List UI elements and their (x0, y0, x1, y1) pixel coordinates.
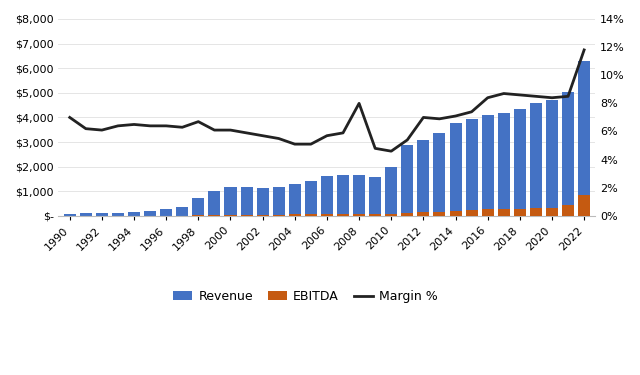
Bar (128, 212, 140, 216)
Bar (417, 140, 429, 216)
Bar (433, 211, 445, 216)
Bar (449, 123, 461, 216)
Bar (273, 187, 285, 216)
Margin % (291, 142, 299, 146)
Bar (337, 175, 349, 216)
Bar (225, 214, 237, 216)
Bar (530, 209, 542, 216)
Bar (321, 177, 333, 216)
Bar (160, 209, 172, 216)
Bar (305, 181, 317, 216)
Margin % (452, 114, 460, 118)
Margin % (580, 48, 588, 52)
Bar (514, 109, 526, 216)
Bar (465, 118, 477, 216)
Bar (176, 207, 188, 216)
Bar (209, 214, 220, 216)
Bar (449, 211, 461, 216)
Bar (289, 214, 301, 216)
Bar (546, 208, 558, 216)
Bar (369, 214, 381, 216)
Bar (562, 92, 574, 216)
Margin % (548, 96, 556, 100)
Bar (482, 115, 493, 216)
Margin % (130, 122, 138, 127)
Margin % (420, 115, 428, 120)
Bar (498, 113, 510, 216)
Bar (337, 213, 349, 216)
Bar (225, 187, 237, 216)
Bar (385, 167, 397, 216)
Margin % (484, 96, 492, 100)
Bar (530, 103, 542, 216)
Margin % (227, 128, 234, 132)
Bar (96, 213, 108, 216)
Bar (192, 215, 204, 216)
Bar (144, 210, 156, 216)
Margin % (532, 94, 540, 99)
Bar (257, 214, 269, 216)
Bar (64, 213, 76, 216)
Bar (578, 195, 590, 216)
Bar (192, 198, 204, 216)
Margin % (275, 136, 282, 141)
Bar (401, 213, 413, 216)
Bar (433, 133, 445, 216)
Bar (369, 177, 381, 216)
Margin % (564, 94, 572, 99)
Margin % (307, 142, 315, 146)
Margin % (66, 115, 74, 120)
Margin % (179, 125, 186, 129)
Margin % (163, 124, 170, 128)
Bar (80, 213, 92, 216)
Bar (578, 61, 590, 216)
Margin % (436, 117, 444, 121)
Bar (257, 188, 269, 216)
Margin % (500, 91, 508, 96)
Margin % (114, 124, 122, 128)
Margin % (98, 128, 106, 132)
Legend: Revenue, EBITDA, Margin %: Revenue, EBITDA, Margin % (168, 285, 442, 308)
Line: Margin %: Margin % (70, 50, 584, 151)
Margin % (323, 134, 331, 138)
Margin % (387, 149, 395, 153)
Bar (305, 214, 317, 216)
Bar (353, 174, 365, 216)
Bar (289, 184, 301, 216)
Margin % (339, 130, 347, 135)
Margin % (259, 134, 266, 138)
Bar (482, 209, 493, 216)
Bar (514, 209, 526, 216)
Bar (321, 213, 333, 216)
Bar (465, 210, 477, 216)
Bar (273, 214, 285, 216)
Margin % (195, 119, 202, 124)
Bar (498, 209, 510, 216)
Margin % (516, 93, 524, 97)
Bar (385, 214, 397, 216)
Margin % (82, 126, 90, 131)
Bar (417, 212, 429, 216)
Bar (401, 145, 413, 216)
Margin % (403, 138, 411, 142)
Bar (562, 206, 574, 216)
Margin % (371, 146, 379, 151)
Bar (241, 214, 253, 216)
Bar (241, 187, 253, 216)
Bar (112, 213, 124, 216)
Margin % (243, 130, 250, 135)
Bar (209, 191, 220, 216)
Bar (546, 100, 558, 216)
Margin % (211, 128, 218, 132)
Margin % (147, 124, 154, 128)
Bar (353, 213, 365, 216)
Margin % (355, 101, 363, 106)
Margin % (468, 110, 476, 114)
